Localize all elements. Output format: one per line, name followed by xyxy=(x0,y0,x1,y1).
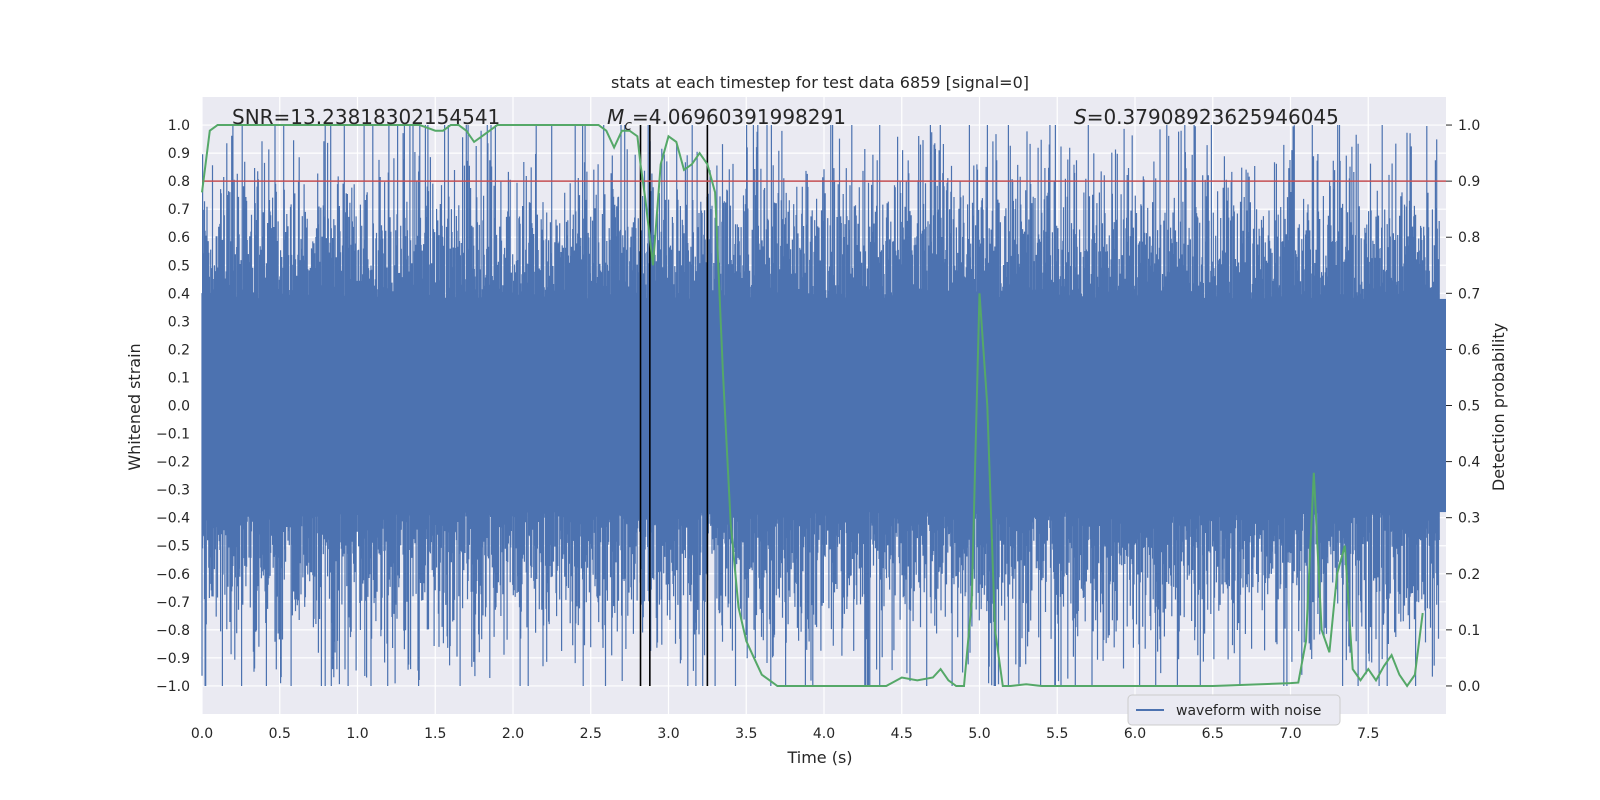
y-left-tick-label: −0.9 xyxy=(156,651,190,667)
y-right-tick-label: 0.0 xyxy=(1458,679,1480,695)
detection-probability-series xyxy=(201,124,1424,688)
y-axis-right-label: Detection probability xyxy=(1489,323,1508,491)
vertical-markers xyxy=(639,125,709,686)
y-right-tick-label: 0.7 xyxy=(1458,286,1480,302)
x-tick-label: 1.5 xyxy=(424,726,446,742)
x-tick-label: 7.5 xyxy=(1357,726,1379,742)
x-tick-label: 0.5 xyxy=(269,726,291,742)
x-tick-label: 1.0 xyxy=(346,726,368,742)
y-right-tick-label: 0.1 xyxy=(1458,623,1480,639)
x-tick-label: 5.0 xyxy=(968,726,990,742)
y-right-tick-label: 1.0 xyxy=(1458,118,1480,134)
legend: waveform with noise xyxy=(1127,694,1341,726)
y-left-tick-label: −0.4 xyxy=(156,511,190,527)
y-left-tick-label: 0.4 xyxy=(168,286,190,302)
y-left-tick-label: 0.7 xyxy=(168,202,190,218)
axis-ticks: 0.0 0.5 1.0 1.5 2.0 2.5 3.0 3.5 4.0 4.5 5.0 5.5 6.0 6… xyxy=(156,118,1480,742)
y-right-tick-label: 0.6 xyxy=(1458,342,1480,358)
y-right-tick-label: 0.8 xyxy=(1458,230,1480,246)
x-tick-label: 4.0 xyxy=(813,726,835,742)
mc-symbol: M xyxy=(607,105,624,129)
x-tick-label: 3.0 xyxy=(657,726,679,742)
waveform-trace xyxy=(201,125,1440,686)
y-left-tick-label: −1.0 xyxy=(156,679,190,695)
x-tick-label: 2.5 xyxy=(580,726,602,742)
s-symbol: S xyxy=(1074,105,1087,129)
y-left-tick-label: 0.1 xyxy=(168,370,190,386)
y-left-tick-label: 0.0 xyxy=(168,399,190,415)
s-value: =0.37908923625946045 xyxy=(1087,105,1339,129)
y-right-tick-label: 0.9 xyxy=(1458,174,1480,190)
x-tick-label: 4.5 xyxy=(891,726,913,742)
y-left-tick-label: 0.2 xyxy=(168,342,190,358)
y-left-tick-label: −0.2 xyxy=(156,455,190,471)
x-tick-label: 2.0 xyxy=(502,726,524,742)
x-tick-label: 3.5 xyxy=(735,726,757,742)
y-right-tick-label: 0.2 xyxy=(1458,567,1480,583)
s-annotation: S=0.37908923625946045 xyxy=(1074,105,1339,129)
y-right-tick-label: 0.4 xyxy=(1458,455,1480,471)
x-tick-label: 7.0 xyxy=(1279,726,1301,742)
y-left-tick-label: −0.1 xyxy=(156,427,190,443)
x-tick-label: 5.5 xyxy=(1046,726,1068,742)
snr-annotation: SNR=13.23818302154541 xyxy=(232,105,500,129)
y-left-tick-label: 0.3 xyxy=(168,314,190,330)
chart-title: stats at each timestep for test data 685… xyxy=(611,73,1029,92)
legend-box xyxy=(1127,694,1341,726)
mc-subscript: c xyxy=(624,118,632,134)
y-left-tick-label: −0.3 xyxy=(156,483,190,499)
mc-value: =4.06960391998291 xyxy=(632,105,846,129)
y-left-tick-label: 0.9 xyxy=(168,146,190,162)
y-right-tick-label: 0.5 xyxy=(1458,399,1480,415)
y-left-tick-label: 0.5 xyxy=(168,258,190,274)
y-left-tick-label: 1.0 xyxy=(168,118,190,134)
y-left-tick-label: 0.6 xyxy=(168,230,190,246)
y-left-tick-label: 0.8 xyxy=(168,174,190,190)
legend-label: waveform with noise xyxy=(1176,703,1321,719)
y-left-tick-label: −0.6 xyxy=(156,567,190,583)
y-left-tick-label: −0.5 xyxy=(156,539,190,555)
y-axis-left-label: Whitened strain xyxy=(125,343,144,470)
x-tick-label: 6.0 xyxy=(1124,726,1146,742)
x-axis-label: Time (s) xyxy=(786,748,852,767)
waveform-series xyxy=(201,125,1446,686)
y-left-tick-label: −0.7 xyxy=(156,595,190,611)
x-tick-label: 0.0 xyxy=(191,726,213,742)
y-left-tick-label: −0.8 xyxy=(156,623,190,639)
x-tick-label: 6.5 xyxy=(1202,726,1224,742)
y-right-tick-label: 0.3 xyxy=(1458,511,1480,527)
mc-annotation: Mc=4.06960391998291 xyxy=(607,105,846,134)
probability-line xyxy=(201,124,1424,688)
